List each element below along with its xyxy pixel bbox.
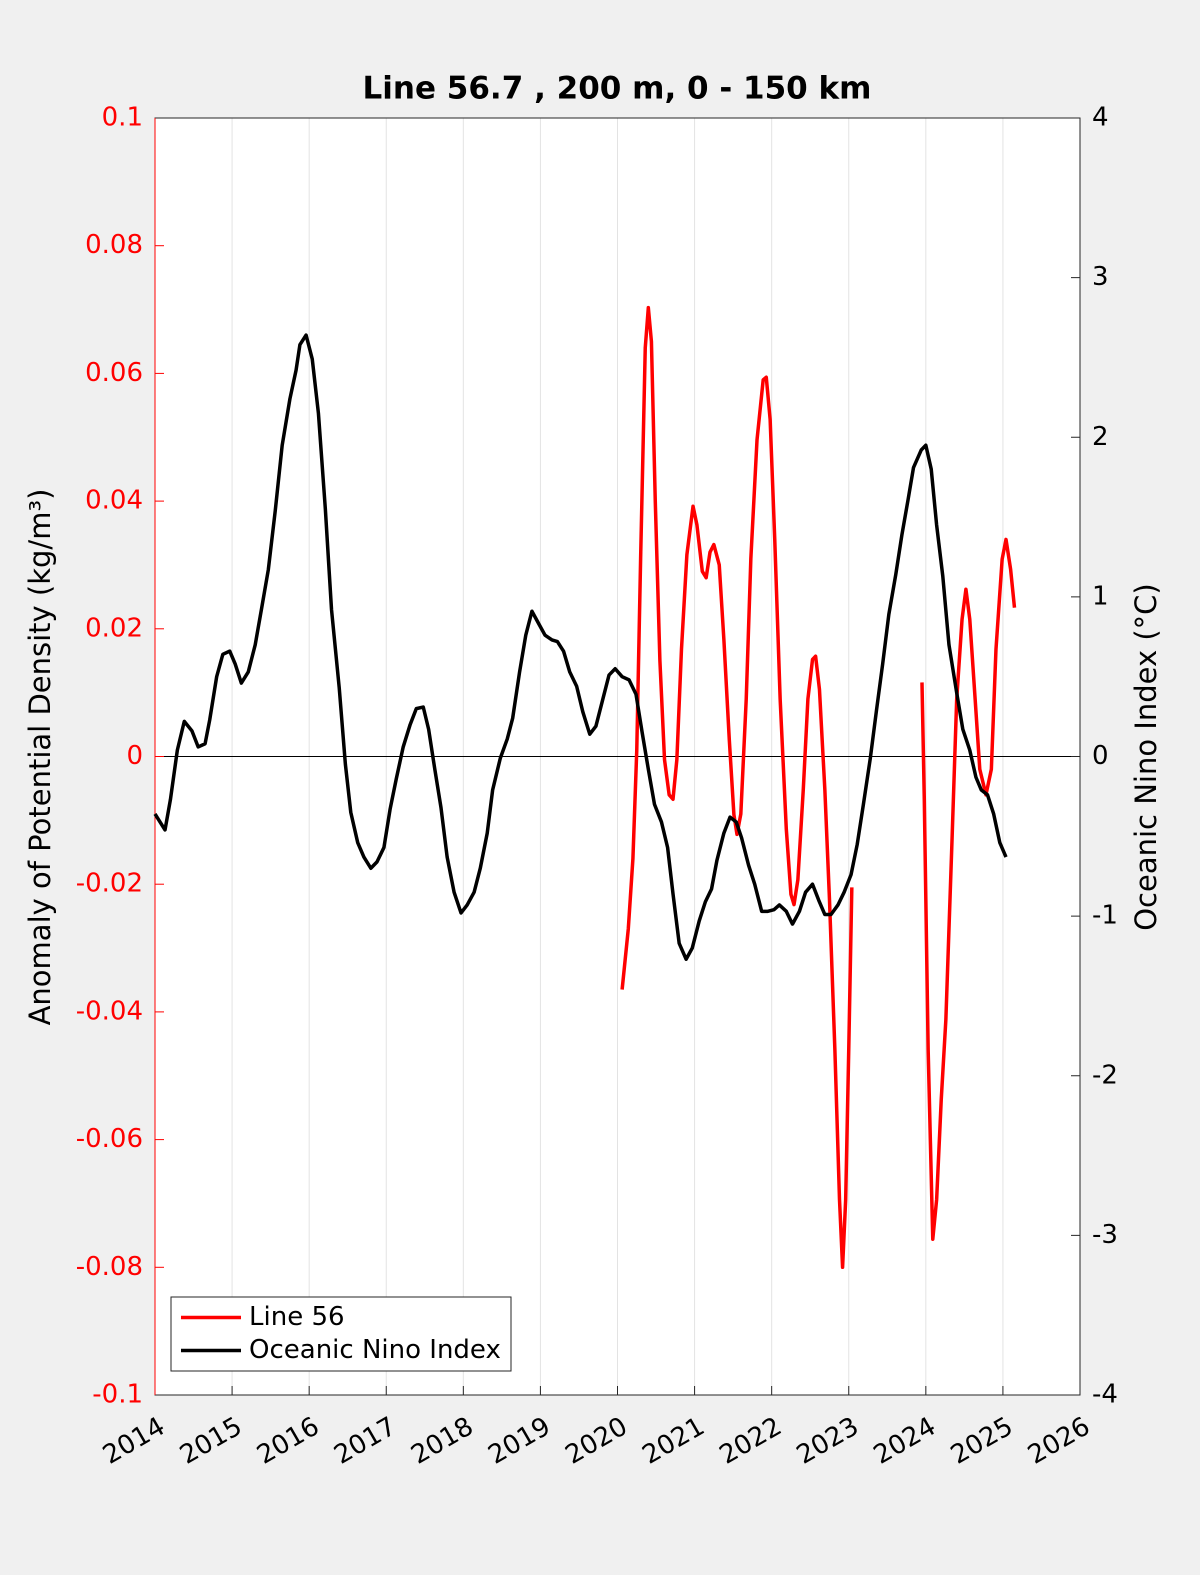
- x-tick-label: 2019: [483, 1412, 555, 1471]
- legend-box: [170, 1296, 512, 1372]
- x-tick-label: 2024: [869, 1412, 941, 1471]
- y2-tick-label: -2: [1092, 1060, 1118, 1090]
- legend-label: Oceanic Nino Index: [249, 1335, 501, 1365]
- y-tick-label: 0.1: [102, 103, 143, 133]
- y2-tick-label: 2: [1092, 422, 1109, 452]
- y2-tick-label: -3: [1092, 1220, 1118, 1250]
- x-tick-label: 2014: [98, 1412, 170, 1471]
- series-line: [620, 305, 1017, 1270]
- y2-tick-label: -4: [1092, 1380, 1118, 1410]
- y2-tick-label: 3: [1092, 262, 1109, 292]
- chart-title: Line 56.7 , 200 m, 0 - 150 km: [363, 71, 872, 107]
- x-tick-label: 2016: [252, 1412, 324, 1471]
- y-tick-label: -0.1: [92, 1380, 143, 1410]
- y-axis-label: Anomaly of Potential Density (kg/m³): [23, 489, 57, 1026]
- y2-tick-label: 4: [1092, 103, 1109, 133]
- x-tick-label: 2015: [175, 1412, 247, 1471]
- x-tick-label: 2021: [638, 1412, 710, 1471]
- y-tick-label: 0.04: [85, 486, 143, 516]
- x-tick-label: 2020: [560, 1412, 632, 1471]
- y-tick-label: 0.08: [85, 230, 143, 260]
- y-tick-label: -0.08: [76, 1252, 143, 1282]
- series-line: [153, 333, 1008, 961]
- y2-tick-label: -1: [1092, 901, 1118, 931]
- x-tick-label: 2018: [406, 1412, 478, 1471]
- x-tick-label: 2026: [1023, 1412, 1095, 1471]
- y2-tick-label: 0: [1092, 741, 1109, 771]
- x-tick-label: 2017: [329, 1412, 401, 1471]
- y-tick-label: -0.02: [76, 869, 143, 899]
- y2-axis-label: Oceanic Nino Index (°C): [1129, 583, 1163, 931]
- y-tick-label: -0.06: [76, 1124, 143, 1154]
- x-tick-label: 2022: [715, 1412, 787, 1471]
- y-tick-label: 0.02: [85, 613, 143, 643]
- x-tick-label: 2025: [946, 1412, 1018, 1471]
- y2-tick-label: 1: [1092, 581, 1109, 611]
- x-tick-label: 2023: [792, 1412, 864, 1471]
- y-tick-label: 0: [126, 741, 143, 771]
- y-tick-label: -0.04: [76, 996, 143, 1026]
- y-tick-label: 0.06: [85, 358, 143, 388]
- legend-label: Line 56: [249, 1302, 345, 1332]
